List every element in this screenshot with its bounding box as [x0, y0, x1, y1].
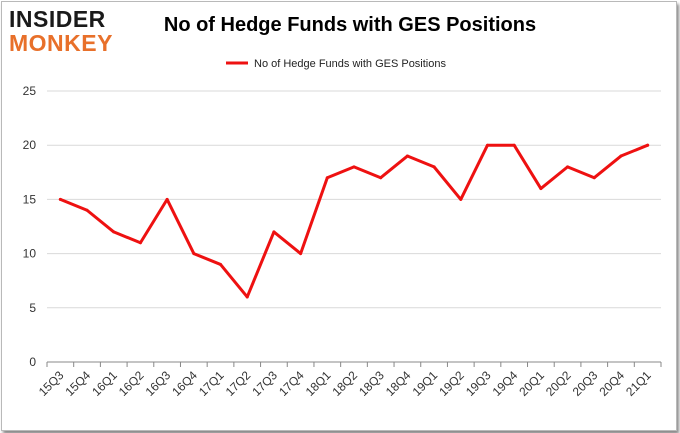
insider-monkey-logo: INSIDER MONKEY — [9, 8, 127, 55]
data-point — [352, 165, 356, 169]
data-point — [432, 165, 436, 169]
x-tick-label: 16Q4 — [169, 368, 200, 399]
data-point — [299, 252, 303, 256]
x-tick-label: 19Q2 — [436, 368, 467, 399]
x-tick-label: 19Q1 — [410, 368, 441, 399]
data-point — [138, 241, 142, 245]
x-tick-label: 18Q1 — [303, 368, 334, 399]
gridlines — [47, 90, 661, 363]
x-tick-label: 20Q3 — [570, 368, 601, 399]
data-point — [512, 143, 516, 147]
data-point — [566, 165, 570, 169]
data-point — [405, 154, 409, 158]
data-point — [165, 197, 169, 201]
x-tick-label: 16Q3 — [143, 368, 174, 399]
x-tick-label: 18Q2 — [329, 368, 360, 399]
x-tick-label: 17Q3 — [249, 368, 280, 399]
data-point — [192, 252, 196, 256]
x-tick-label: 15Q4 — [63, 368, 94, 399]
x-tick-label: 17Q4 — [276, 368, 307, 399]
data-point — [85, 208, 89, 212]
data-point — [325, 176, 329, 180]
y-tick-label: 10 — [23, 247, 37, 261]
x-tick-label: 20Q2 — [543, 368, 574, 399]
x-tick-label: 17Q1 — [196, 368, 227, 399]
y-tick-label: 5 — [29, 301, 36, 315]
data-point — [459, 197, 463, 201]
data-point — [619, 154, 623, 158]
y-tick-label: 20 — [23, 138, 37, 152]
x-tick-label: 18Q3 — [356, 368, 387, 399]
data-point — [58, 197, 62, 201]
y-tick-label: 15 — [23, 192, 37, 206]
x-tick-label: 16Q1 — [89, 368, 120, 399]
x-tick-label: 20Q1 — [516, 368, 547, 399]
y-axis: 0 5 10 15 20 25 — [23, 84, 37, 369]
data-point — [245, 295, 249, 299]
logo-bottom-text: MONKEY — [9, 30, 113, 56]
data-point — [112, 230, 116, 234]
data-point — [485, 143, 489, 147]
chart-title: No of Hedge Funds with GES Positions — [163, 14, 537, 36]
x-tick-label: 20Q4 — [596, 368, 627, 399]
x-tick-label: 17Q2 — [223, 368, 254, 399]
logo-top-text: INSIDER — [9, 6, 106, 32]
x-tick-label: 15Q3 — [36, 368, 67, 399]
y-tick-label: 0 — [29, 355, 36, 369]
data-point — [272, 230, 276, 234]
legend-label: No of Hedge Funds with GES Positions — [254, 58, 446, 70]
x-tick-label: 19Q3 — [463, 368, 494, 399]
legend: No of Hedge Funds with GES Positions — [226, 58, 446, 70]
x-axis: 15Q315Q416Q116Q216Q316Q417Q117Q217Q317Q4… — [36, 362, 662, 399]
data-point — [592, 176, 596, 180]
data-point — [539, 187, 543, 191]
x-tick-label: 18Q4 — [383, 368, 414, 399]
x-tick-label: 21Q1 — [623, 368, 654, 399]
x-tick-label: 16Q2 — [116, 368, 147, 399]
data-point — [219, 262, 223, 266]
y-tick-label: 25 — [23, 84, 37, 98]
x-tick-label: 19Q4 — [490, 368, 521, 399]
data-point — [379, 176, 383, 180]
series-group — [58, 143, 650, 299]
data-point — [646, 143, 650, 147]
